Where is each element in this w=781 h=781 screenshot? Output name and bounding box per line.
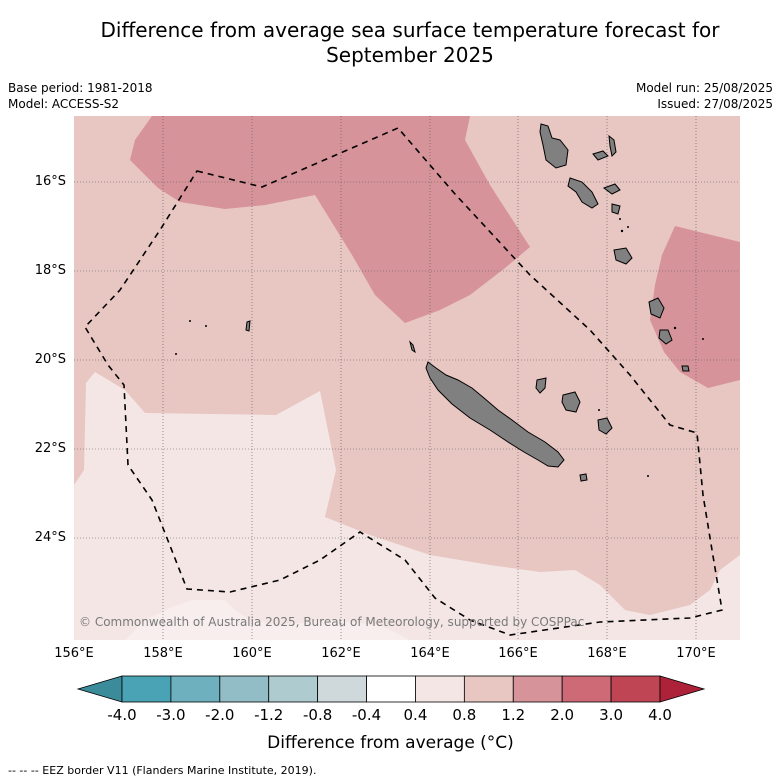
- colorbar-segment: [268, 675, 319, 703]
- colorbar-segment: [121, 675, 172, 703]
- model-run: Model run: 25/08/2025: [635, 81, 773, 95]
- anomaly-band-0.4-0.8: [74, 372, 740, 640]
- belep-islands: [409, 340, 416, 354]
- colorbar-segment: [415, 675, 465, 703]
- map-title: Difference from average sea surface temp…: [100, 18, 720, 67]
- loyalty-island-1: [535, 377, 547, 394]
- espiritu-santo: [539, 123, 569, 169]
- colorbar-over-arrow: [659, 675, 706, 703]
- new-caledonia: [425, 361, 565, 468]
- anomaly-band-1.2-2.0-east: [650, 226, 740, 388]
- lat-label-20s: 20°S: [34, 352, 66, 367]
- copyright-notice: © Commonwealth of Australia 2025, Bureau…: [79, 615, 585, 629]
- lon-label-156e: 156°E: [54, 646, 94, 661]
- issued-date: Issued: 27/08/2025: [657, 97, 773, 111]
- colorbar-tick-label: 4.0: [648, 706, 672, 724]
- colorbar-segment: [512, 675, 563, 703]
- anomaly-field: [74, 116, 740, 640]
- maewo-ambae: [592, 150, 609, 161]
- colorbar-under-arrow: [76, 675, 123, 703]
- colorbar-tick-label: -0.8: [302, 706, 333, 724]
- base-period: Base period: 1981-2018: [8, 81, 153, 95]
- colorbar-tick-label: -4.0: [107, 706, 137, 724]
- malakula: [567, 177, 599, 209]
- lon-label-162e: 162°E: [321, 646, 361, 661]
- colorbar-tick-label: 0.8: [452, 706, 477, 724]
- tanna: [658, 329, 673, 345]
- colorbar-tick-label: -3.0: [156, 706, 186, 724]
- anomaly-band-edge-south: [125, 600, 410, 640]
- ambrym: [602, 183, 621, 195]
- colorbar-tick-label: 0.4: [403, 706, 428, 724]
- lat-label-24s: 24°S: [34, 530, 66, 545]
- colorbar-tick-label: 2.0: [550, 706, 575, 724]
- efate: [613, 247, 633, 265]
- chesterfield: [245, 320, 251, 332]
- lon-label-168e: 168°E: [587, 646, 627, 661]
- colorbar-segment: [561, 675, 612, 703]
- lon-label-164e: 164°E: [410, 646, 450, 661]
- land-masses: [245, 123, 690, 482]
- colorbar: [76, 675, 706, 703]
- meta-right: Model run: 25/08/2025 Issued: 27/08/2025: [636, 80, 773, 112]
- colorbar-tick-label: -2.0: [205, 706, 235, 724]
- erromango: [648, 297, 665, 319]
- colorbar-segment: [219, 675, 270, 703]
- loyalty-island-2: [561, 391, 581, 413]
- colorbar-title: Difference from average (°C): [267, 733, 514, 753]
- colorbar-segment: [170, 675, 221, 703]
- colorbar-segment: [610, 675, 661, 703]
- colorbar-segment: [463, 675, 514, 703]
- lon-label-160e: 160°E: [232, 646, 272, 661]
- lat-label-16s: 16°S: [34, 174, 66, 189]
- colorbar-tick-label: 3.0: [599, 706, 623, 724]
- colorbar-tick-label: -0.4: [351, 706, 382, 724]
- colorbar-segment: [317, 675, 367, 703]
- loyalty-island-3: [597, 417, 613, 435]
- colorbar-tick-label: 1.2: [501, 706, 526, 724]
- lat-label-18s: 18°S: [34, 263, 66, 278]
- lon-label-166e: 166°E: [498, 646, 538, 661]
- aneityum: [681, 365, 690, 372]
- pentecost: [608, 134, 617, 158]
- meta-left: Base period: 1981-2018 Model: ACCESS-S2: [8, 80, 153, 112]
- graticule: [74, 116, 740, 640]
- model-name: Model: ACCESS-S2: [8, 97, 120, 111]
- isle-of-pines: [579, 473, 588, 482]
- lat-label-22s: 22°S: [34, 441, 66, 456]
- lon-label-170e: 170°E: [676, 646, 716, 661]
- epi: [611, 203, 621, 215]
- small-islets: [175, 218, 704, 477]
- eez-legend-note: -- -- -- EEZ border V11 (Flanders Marine…: [8, 764, 317, 777]
- lon-label-158e: 158°E: [143, 646, 183, 661]
- eez-border: [84, 127, 723, 636]
- colorbar-tick-label: -1.2: [254, 706, 284, 724]
- colorbar-segment: [366, 675, 416, 703]
